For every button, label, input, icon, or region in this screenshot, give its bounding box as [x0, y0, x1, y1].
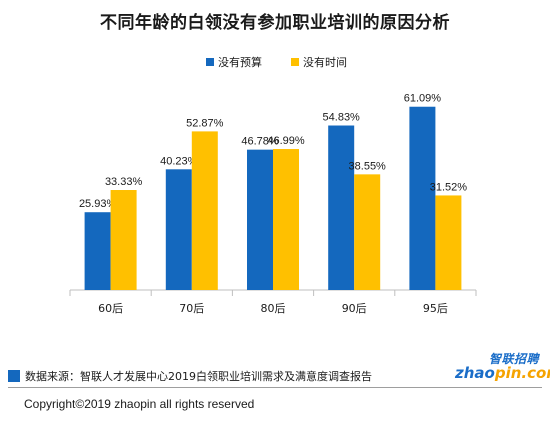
legend-swatch-2	[291, 58, 299, 66]
data-label: 52.87%	[186, 117, 224, 129]
data-label: 25.93%	[79, 198, 117, 210]
x-tick-label: 80后	[261, 302, 286, 315]
data-label: 40.23%	[160, 155, 198, 167]
data-label: 46.78%	[241, 136, 279, 148]
bar-2-5	[435, 195, 462, 290]
chart-title: 不同年龄的白领没有参加职业培训的原因分析	[100, 13, 450, 33]
x-tick-label: 95后	[423, 302, 448, 315]
x-tick-label: 60后	[98, 302, 123, 315]
copyright-text: Copyright©2019 zhaopin all rights reserv…	[24, 397, 255, 411]
bar-1-5	[409, 106, 436, 290]
bar-1-1	[84, 212, 111, 290]
data-label: 46.99%	[267, 135, 305, 147]
footer-divider	[8, 387, 542, 388]
legend-label-2: 没有时间	[303, 55, 347, 69]
bar-1-2	[165, 169, 192, 290]
bar-1-4	[328, 125, 355, 290]
source-note: 数据来源：智联人才发展中心2019白领职业培训需求及满意度调查报告	[8, 368, 372, 384]
data-label: 61.09%	[404, 93, 442, 105]
legend-label-1: 没有预算	[218, 55, 262, 69]
data-label: 54.83%	[323, 112, 361, 124]
bar-2-4	[354, 174, 381, 290]
legend-swatch-1	[206, 58, 214, 66]
bar-2-2	[191, 131, 218, 290]
data-label: 31.52%	[430, 181, 468, 193]
bar-2-3	[273, 149, 299, 290]
logo-url-text: zhaopin.com	[455, 364, 550, 382]
data-label: 33.33%	[105, 176, 143, 188]
bar-1-3	[247, 149, 273, 290]
logo-cn-text: 智联招聘	[488, 352, 539, 366]
zhaopin-logo: 智联招聘 zhaopin.com	[455, 350, 550, 384]
data-label: 38.55%	[349, 160, 387, 172]
x-tick-label: 70后	[179, 302, 204, 315]
x-tick-label: 90后	[342, 302, 367, 315]
bar-2-1	[110, 190, 137, 290]
bar-chart: 没有预算 没有时间 25.93% 33.33% 60后 40.23% 52.87% 70后 46…	[69, 55, 477, 315]
source-marker-icon	[8, 370, 20, 382]
source-text: 数据来源：智联人才发展中心2019白领职业培训需求及满意度调查报告	[25, 370, 372, 383]
